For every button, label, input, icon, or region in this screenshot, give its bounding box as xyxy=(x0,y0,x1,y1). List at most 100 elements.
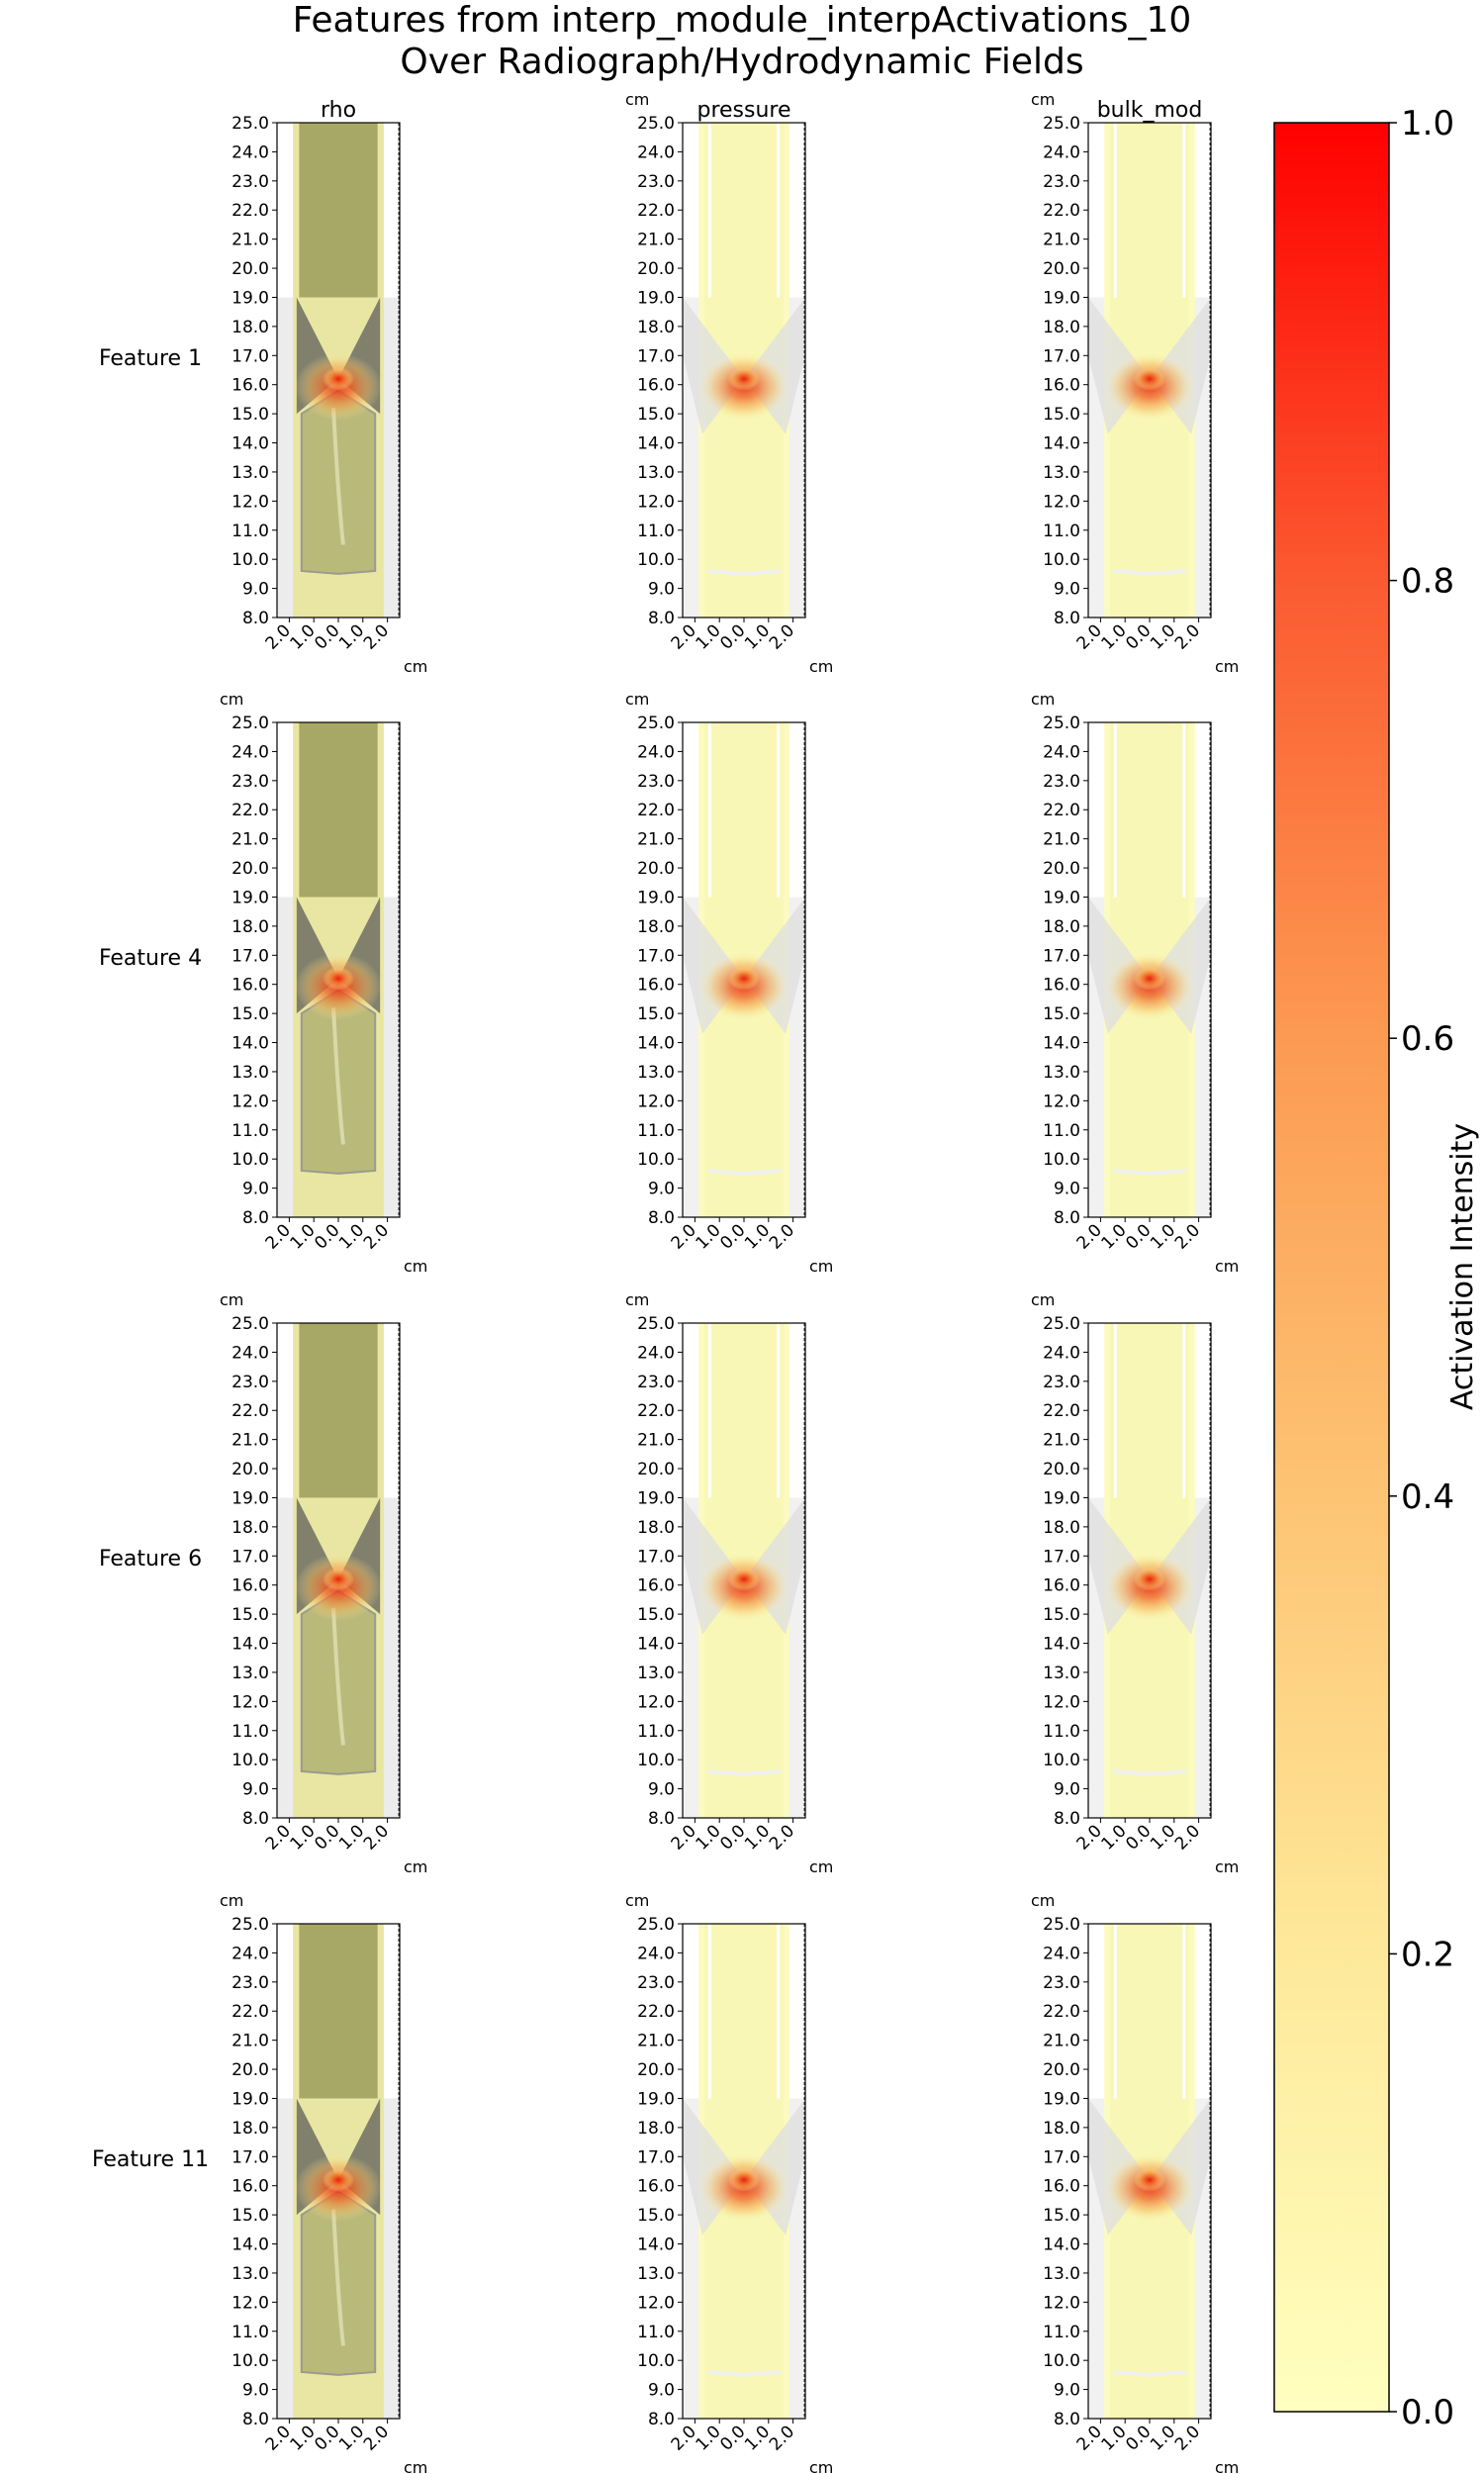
y-tick-label: 15.0 xyxy=(1043,405,1080,425)
y-tick-label: 18.0 xyxy=(1043,917,1080,937)
y-tick-label: 9.0 xyxy=(1054,2381,1080,2401)
y-tick-label: 21.0 xyxy=(1043,231,1080,250)
y-tick-label: 17.0 xyxy=(1043,346,1080,366)
panel-bulk_mod: 8.0 9.0 10.0 11.0 12.0 13.0 14.0 15.0 16.0 17.0 18… xyxy=(1031,90,1239,676)
y-tick-label: 16.0 xyxy=(232,976,269,996)
y-tick-label: 16.0 xyxy=(232,1576,269,1596)
y-tick-label: 18.0 xyxy=(637,318,675,337)
y-tick-label: 9.0 xyxy=(648,1180,675,1199)
y-tick-label: 8.0 xyxy=(1054,1809,1080,1829)
y-tick-label: 14.0 xyxy=(1043,2236,1080,2255)
y-tick-label: 9.0 xyxy=(648,1780,675,1800)
y-tick-label: 8.0 xyxy=(648,2410,675,2429)
x-tick-label: 2.0 xyxy=(766,620,798,653)
y-tick-label: 20.0 xyxy=(637,1460,675,1479)
y-tick-label: 14.0 xyxy=(232,2236,269,2255)
y-tick-label: 19.0 xyxy=(637,288,675,308)
y-tick-label: 18.0 xyxy=(232,2119,269,2139)
x-axis-unit: cm xyxy=(809,1857,833,1876)
y-tick-label: 12.0 xyxy=(232,1692,269,1712)
row-label: Feature 1 xyxy=(99,346,202,371)
bottom-edge xyxy=(1112,2369,1187,2377)
column-title-pressure: pressure xyxy=(696,98,790,123)
y-tick-label: 20.0 xyxy=(1043,259,1080,279)
y-tick-label: 25.0 xyxy=(232,1915,269,1935)
y-tick-label: 25.0 xyxy=(1043,714,1080,733)
y-tick-label: 25.0 xyxy=(637,114,675,134)
y-tick-label: 19.0 xyxy=(637,2089,675,2109)
column-title-bulk_mod: bulk_mod xyxy=(1097,98,1203,123)
y-tick-label: 17.0 xyxy=(1043,946,1080,966)
y-tick-label: 21.0 xyxy=(232,2032,269,2051)
y-tick-label: 20.0 xyxy=(637,2060,675,2080)
x-tick-label: 2.0 xyxy=(360,620,393,653)
y-tick-label: 11.0 xyxy=(232,1722,269,1742)
y-tick-label: 19.0 xyxy=(1043,888,1080,907)
y-tick-label: 15.0 xyxy=(232,1605,269,1625)
y-tick-label: 12.0 xyxy=(232,2293,269,2313)
activation-hotspot xyxy=(323,966,354,991)
row-label: Feature 11 xyxy=(92,2147,209,2172)
upper-column xyxy=(299,1323,378,1498)
y-tick-label: 20.0 xyxy=(232,1460,269,1479)
y-tick-label: 12.0 xyxy=(232,492,269,512)
panel-bulk_mod: 8.0 9.0 10.0 11.0 12.0 13.0 14.0 15.0 16.0 17.0 18… xyxy=(1031,690,1239,1276)
y-tick-label: 11.0 xyxy=(637,1121,675,1141)
y-tick-label: 23.0 xyxy=(232,172,269,192)
y-tick-label: 23.0 xyxy=(232,1373,269,1392)
y-tick-label: 9.0 xyxy=(242,580,269,600)
panel-pressure: 8.0 9.0 10.0 11.0 12.0 13.0 14.0 15.0 16.0 17.0 18… xyxy=(625,90,833,676)
y-tick-label: 10.0 xyxy=(637,1150,675,1170)
y-tick-label: 9.0 xyxy=(648,580,675,600)
panel-grid: Feature 1 8.0 9.0 10.0 11.0 12.0 13.0 14.0 15.0 1… xyxy=(92,90,1239,2474)
y-tick-label: 14.0 xyxy=(637,1635,675,1655)
y-tick-label: 12.0 xyxy=(637,1092,675,1111)
row-label: Feature 6 xyxy=(99,1547,202,1571)
activation-hotspot xyxy=(1134,1567,1165,1591)
y-tick-label: 22.0 xyxy=(1043,201,1080,221)
x-axis-unit: cm xyxy=(809,1257,833,1276)
x-axis-unit: cm xyxy=(1215,1857,1239,1876)
y-tick-label: 24.0 xyxy=(232,742,269,762)
upper-column xyxy=(299,1924,378,2099)
y-tick-label: 19.0 xyxy=(232,2089,269,2109)
y-tick-label: 18.0 xyxy=(232,318,269,337)
y-tick-label: 24.0 xyxy=(1043,1343,1080,1363)
y-tick-label: 20.0 xyxy=(1043,1460,1080,1479)
y-tick-label: 9.0 xyxy=(242,2381,269,2401)
y-tick-label: 25.0 xyxy=(232,1314,269,1334)
y-tick-label: 14.0 xyxy=(1043,434,1080,454)
y-tick-label: 10.0 xyxy=(232,2351,269,2371)
row-label: Feature 4 xyxy=(99,946,202,971)
y-tick-label: 22.0 xyxy=(1043,2002,1080,2022)
y-tick-label: 23.0 xyxy=(1043,172,1080,192)
y-tick-label: 21.0 xyxy=(1043,830,1080,850)
activation-hotspot xyxy=(1134,966,1165,991)
y-tick-label: 19.0 xyxy=(232,288,269,308)
y-tick-label: 10.0 xyxy=(1043,1751,1080,1770)
activation-hotspot xyxy=(323,2167,354,2192)
y-tick-label: 13.0 xyxy=(637,1063,675,1083)
colorbar-label: Activation Intensity xyxy=(1445,1123,1480,1410)
colorbar-ticks: 0.0 0.2 0.4 0.6 0.8 1.0 xyxy=(1389,104,1454,2432)
y-tick-label: 11.0 xyxy=(637,2323,675,2342)
y-tick-label: 23.0 xyxy=(1043,772,1080,792)
y-tick-label: 8.0 xyxy=(242,1208,269,1228)
panel-rho: 8.0 9.0 10.0 11.0 12.0 13.0 14.0 15.0 16.0 17.0 18… xyxy=(220,1290,427,1876)
y-tick-label: 22.0 xyxy=(1043,801,1080,820)
activation-hotspot xyxy=(728,366,760,391)
column-title-rho: rho xyxy=(321,98,356,123)
y-tick-label: 20.0 xyxy=(1043,859,1080,879)
y-tick-label: 22.0 xyxy=(232,2002,269,2022)
y-axis-unit: cm xyxy=(1031,690,1055,709)
panel-bulk_mod: 8.0 9.0 10.0 11.0 12.0 13.0 14.0 15.0 16.0 17.0 18… xyxy=(1031,1891,1239,2474)
y-tick-label: 20.0 xyxy=(232,2060,269,2080)
y-tick-label: 9.0 xyxy=(1054,1780,1080,1800)
y-tick-label: 25.0 xyxy=(637,714,675,733)
y-axis-unit: cm xyxy=(625,690,649,709)
y-tick-label: 13.0 xyxy=(637,2264,675,2284)
center-streak xyxy=(331,1608,345,1746)
y-tick-label: 17.0 xyxy=(232,2147,269,2167)
y-tick-label: 14.0 xyxy=(232,434,269,454)
y-tick-label: 21.0 xyxy=(232,1431,269,1451)
